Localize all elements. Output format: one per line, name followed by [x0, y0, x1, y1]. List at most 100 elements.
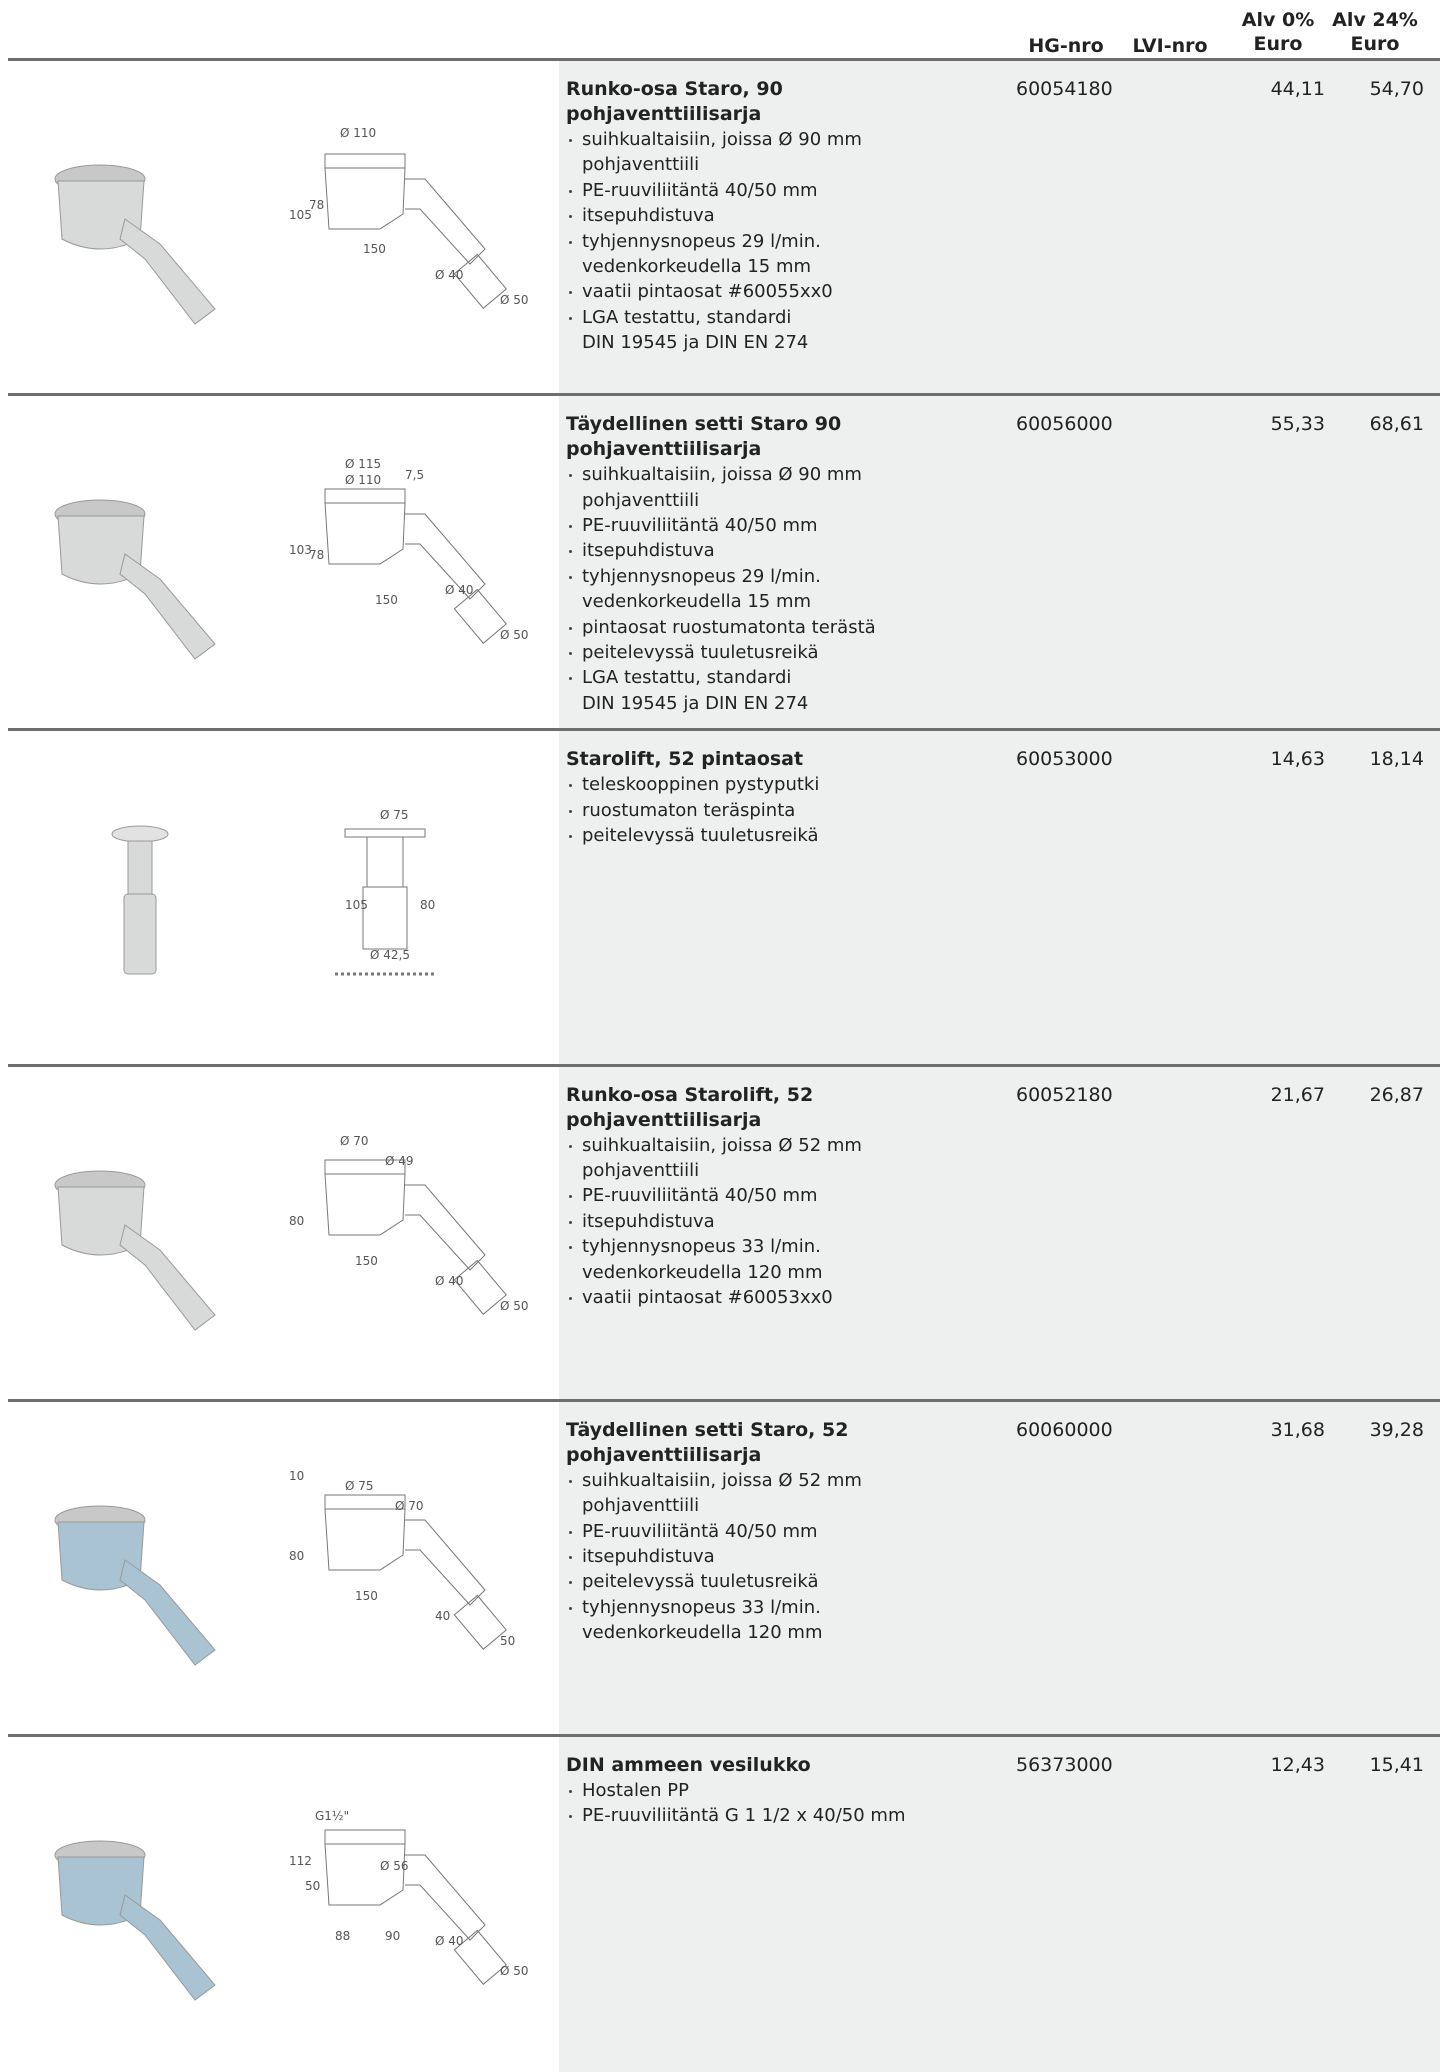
drawing-part	[324, 1494, 406, 1510]
price-alv0: 44,11	[1270, 78, 1325, 100]
hg-header: HG-nro	[1028, 35, 1104, 57]
feature: suihkualtaisiin, joissa Ø 90 mm pohjavent…	[566, 127, 1006, 178]
bullet	[569, 835, 572, 839]
price-alv0: 12,43	[1270, 1754, 1325, 1776]
feature-line: ruostumaton teräspinta	[566, 798, 1006, 823]
drawing-part	[453, 588, 507, 645]
feature: tyhjennysnopeus 33 l/min. vedenkorkeudell…	[566, 1595, 1006, 1646]
dimension-label: Ø 40	[435, 1274, 464, 1288]
bullet	[569, 240, 572, 244]
feature: tyhjennysnopeus 33 l/min. vedenkorkeudell…	[566, 1234, 1006, 1285]
dimension-label: Ø 70	[340, 1134, 369, 1148]
feature: itsepuhdistuva	[566, 1209, 1006, 1234]
dimension-label: Ø 110	[345, 473, 381, 487]
header-line: Euro	[1253, 33, 1303, 55]
drawing-part	[366, 836, 404, 888]
bullet	[569, 1479, 572, 1483]
feature: teleskooppinen pystyputki	[566, 772, 1006, 797]
bullet	[569, 1815, 572, 1819]
dimension-label: Ø 56	[380, 1859, 409, 1873]
feature-line: peitelevyssä tuuletusreikä	[566, 640, 1006, 665]
dimension-label: Ø 49	[385, 1154, 414, 1168]
row-separator	[8, 1734, 1440, 1737]
drawing-part	[405, 1854, 486, 1941]
photo-part	[119, 1894, 216, 2001]
feature-line: pohjaventtiili	[582, 1495, 700, 1517]
technical-drawing: Ø 70 80 150 Ø 40 Ø 50 Ø 49	[289, 1134, 529, 1315]
product-photo	[54, 1505, 216, 1666]
drawing-part	[324, 488, 406, 504]
bullet	[569, 215, 572, 219]
feature-line: peitelevyssä tuuletusreikä	[566, 1569, 1006, 1594]
product-text: Täydellinen setti Staro, 52 pohjaventtiil…	[566, 1418, 1006, 1646]
product-title: Täydellinen setti Staro, 52	[566, 1418, 849, 1441]
dimension-label: Ø 42,5	[370, 948, 410, 962]
dimension-label: 50	[305, 1879, 320, 1893]
bullet	[569, 291, 572, 295]
photo-part	[119, 1223, 216, 1331]
drawing-part	[324, 1159, 406, 1175]
row-separator	[8, 1063, 1440, 1067]
drawing-part	[362, 886, 408, 950]
product-title: Starolift, 52 pintaosat	[566, 748, 804, 771]
dimension-label: 103	[289, 543, 312, 557]
bullet	[569, 677, 572, 681]
dimension-label: 50	[500, 1634, 515, 1648]
header-line: Euro	[1350, 33, 1400, 55]
dimension-label: Ø 50	[500, 1964, 529, 1978]
product-photo	[54, 164, 216, 325]
feature: LGA testattu, standardi DIN 19545 ja DIN …	[566, 305, 1006, 356]
bullet	[569, 1144, 572, 1148]
drawing-part	[453, 253, 507, 309]
drawing-part	[324, 153, 406, 169]
feature-line: suihkualtaisiin, joissa Ø 90 mm	[566, 462, 1006, 487]
feature-line: tyhjennysnopeus 33 l/min.	[566, 1595, 1006, 1620]
feature-line: suihkualtaisiin, joissa Ø 90 mm	[566, 127, 1006, 152]
dimension-label: 150	[375, 593, 398, 607]
price-alv0: 21,67	[1270, 1083, 1325, 1106]
feature: PE-ruuviliitäntä 40/50 mm	[566, 1183, 1006, 1208]
feature-line: teleskooppinen pystyputki	[566, 772, 1006, 797]
dimension-label: Ø 50	[500, 293, 529, 307]
feature: tyhjennysnopeus 29 l/min. vedenkorkeudell…	[566, 564, 1006, 615]
technical-drawing: G1½" 112 50 88 Ø 40 Ø 50 Ø 56 90	[289, 1809, 529, 1985]
product-text: Runko-osa Staro, 90 pohjaventtiilisarja su…	[566, 77, 1006, 356]
product-title: pohjaventtiilisarja	[566, 438, 762, 461]
product-title: pohjaventtiilisarja	[566, 1443, 762, 1466]
product-photo	[54, 499, 216, 660]
feature-line: pohjaventtiili	[582, 154, 700, 176]
drawing-part	[405, 513, 486, 600]
feature: LGA testattu, standardi DIN 19545 ja DIN …	[566, 665, 1006, 716]
feature-line: pintaosat ruostumatonta terästä	[566, 615, 1006, 640]
dimension-label: 105	[345, 898, 368, 912]
feature: vaatii pintaosat #60053xx0	[566, 1285, 1006, 1310]
bullet	[569, 525, 572, 528]
dimension-label: 80	[289, 1214, 304, 1228]
bullet	[569, 1297, 572, 1301]
hg-number: 56373000	[1016, 1754, 1113, 1776]
dimension-label: 40	[435, 1609, 450, 1623]
product-photo	[111, 825, 169, 975]
feature: suihkualtaisiin, joissa Ø 52 mm pohjavent…	[566, 1468, 1006, 1519]
technical-drawing: Ø 75 80 150 40 50 Ø 70 10	[289, 1469, 515, 1650]
price-alv0: 55,33	[1270, 413, 1325, 436]
photo-part	[111, 825, 169, 843]
bullet	[569, 1556, 572, 1560]
feature-line: vaatii pintaosat #60053xx0	[566, 1285, 1006, 1310]
dimension-label: 150	[355, 1589, 378, 1603]
drawing-part	[453, 1259, 507, 1315]
dimension-label: Ø 50	[500, 628, 529, 642]
bullet	[569, 1220, 572, 1224]
feature-line: LGA testattu, standardi	[566, 665, 1006, 690]
feature-line: itsepuhdistuva	[566, 203, 1006, 228]
drawing-part	[324, 1829, 406, 1845]
drawing-part	[324, 1508, 406, 1571]
header-rule	[8, 58, 1440, 61]
feature-line: tyhjennysnopeus 29 l/min.	[566, 564, 1006, 589]
price-alv24: 18,14	[1369, 748, 1424, 771]
dimension-label: 10	[289, 1469, 304, 1483]
feature: tyhjennysnopeus 29 l/min. vedenkorkeudell…	[566, 229, 1006, 280]
feature-line: itsepuhdistuva	[566, 1209, 1006, 1234]
